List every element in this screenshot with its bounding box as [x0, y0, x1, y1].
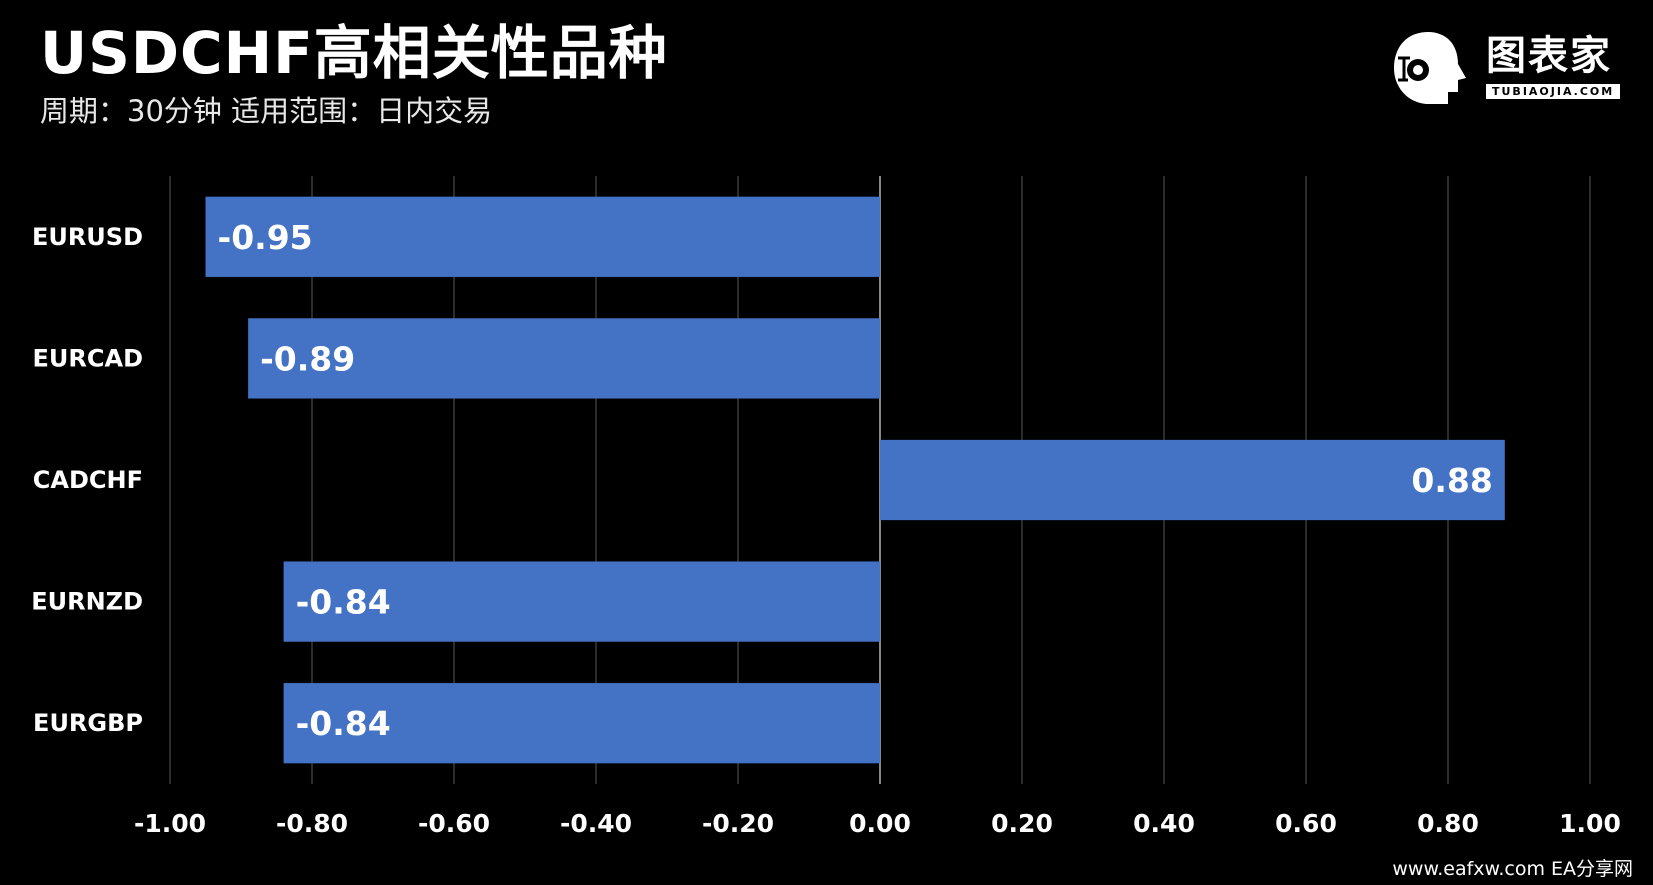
data-label: -0.89 [260, 339, 355, 378]
data-label: -0.95 [218, 218, 313, 257]
bar [283, 561, 881, 642]
x-tick-label: 0.80 [1417, 809, 1479, 838]
data-label: 0.88 [1411, 461, 1492, 500]
x-tick-label: -1.00 [134, 809, 206, 838]
category-label: CADCHF [33, 466, 143, 494]
footer-watermark: www.eafxw.com EA分享网 [1392, 858, 1633, 880]
x-tick-label: 0.40 [1133, 809, 1195, 838]
bar [880, 439, 1505, 521]
x-tick-label: -0.20 [702, 809, 774, 838]
x-tick-label: -0.80 [276, 809, 348, 838]
x-tick-label: -0.40 [560, 809, 632, 838]
x-tick-label: 1.00 [1559, 809, 1621, 838]
category-label: EURNZD [31, 588, 143, 616]
data-label: -0.84 [296, 704, 391, 743]
category-label: EURCAD [33, 344, 143, 372]
robot-head-icon [1394, 32, 1466, 104]
bar [248, 318, 881, 399]
x-tick-label: -0.60 [418, 809, 490, 838]
bar [205, 196, 880, 277]
logo-subtext: TUBIAOJIA.COM [1486, 84, 1621, 100]
x-tick-label: 0.20 [991, 809, 1053, 838]
chart-title: USDCHF高相关性品种 [40, 19, 668, 87]
brand-logo: 图表家 TUBIAOJIA.COM [1388, 28, 1628, 108]
chart-subtitle: 周期：30分钟 适用范围：日内交易 [40, 94, 493, 128]
category-label: EURGBP [33, 709, 143, 737]
x-tick-label: 0.00 [849, 809, 911, 838]
x-tick-label: 0.60 [1275, 809, 1337, 838]
logo-text: 图表家 [1486, 33, 1612, 79]
data-label: -0.84 [296, 583, 391, 622]
category-label: EURUSD [32, 223, 143, 251]
bar [283, 683, 881, 764]
